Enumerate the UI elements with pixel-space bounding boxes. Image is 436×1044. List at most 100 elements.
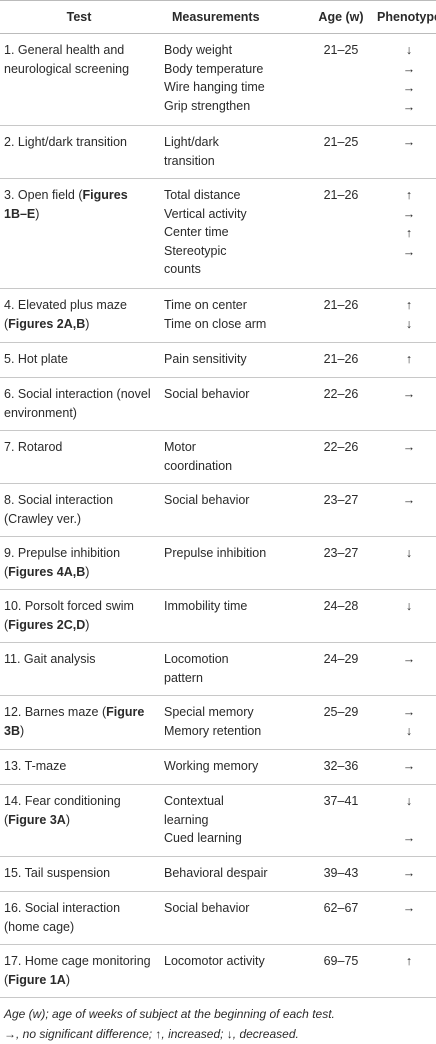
test-cell: 6. Social interaction (novel environment… (0, 377, 160, 431)
measurement: Cued learning (164, 831, 242, 845)
figure-ref: Figures 2C,D (8, 617, 86, 632)
measurements-cell: Prepulse inhibition (160, 536, 308, 590)
measurement: Body weight (164, 43, 233, 57)
age-cell: 39–43 (308, 856, 374, 892)
measurement: Time on center (164, 298, 247, 312)
note: →, no significant difference; ↑, increas… (4, 1027, 299, 1041)
phenotype-cell: ↓ → (374, 784, 436, 857)
measurements-cell: Contextual learning Cued learning (160, 784, 308, 857)
phenotype: ↓ (405, 724, 413, 738)
phenotype: → (402, 705, 416, 719)
measurements-cell: Time on center Time on close arm (160, 288, 308, 343)
phenotype-cell: → (374, 430, 436, 484)
column-header: Test (0, 0, 160, 34)
phenotype-cell: ↓ (374, 589, 436, 643)
table-row: 15. Tail suspension Behavioral despair 39–… (0, 856, 436, 892)
test-text: 15. Tail suspension (4, 866, 111, 880)
table-row: 7. Rotarod Motor coordination 22–26 → (0, 430, 436, 484)
measurement: Social behavior (164, 493, 250, 507)
note: Age (w); age of weeks of subject at the … (4, 1007, 335, 1021)
test-text: ) (85, 316, 90, 331)
table-head: Test Measurements Age (w) Phenotype (0, 0, 436, 34)
age-cell: 24–28 (308, 589, 374, 643)
test-cell: 4. Elevated plus maze (Figures 2A,B) (0, 288, 160, 343)
measurements-cell: Locomotor activity (160, 944, 308, 998)
phenotype: → (402, 759, 416, 773)
table-row: 3. Open field (Figures 1B–E) Total distan… (0, 178, 436, 289)
phenotype: ↓ (405, 43, 413, 57)
measurement: Locomotor activity (164, 954, 265, 968)
measurements-cell: Working memory (160, 749, 308, 785)
measurement: Total distance (164, 188, 241, 202)
phenotype-cell: → (374, 125, 436, 179)
test-cell: 13. T-maze (0, 749, 160, 785)
measurement-line: Motor (164, 440, 196, 454)
measurement-line: pattern (164, 670, 203, 685)
test-text: 7. Rotarod (4, 440, 63, 454)
measurements-cell: Behavioral despair (160, 856, 308, 892)
test-text: 1. General health and neurological scree… (4, 43, 130, 76)
measurement: Locomotion pattern (164, 650, 308, 687)
test-text: ) (19, 723, 25, 738)
measurements-cell: Immobility time (160, 589, 308, 643)
measurements-cell: Light/dark transition (160, 125, 308, 179)
table-row: 16. Social interaction (home cage) Social… (0, 891, 436, 945)
phenotype: ↑ (405, 352, 413, 366)
measurement-line: Stereotypic (164, 243, 227, 258)
test-text: ) (35, 206, 40, 221)
figure-ref: Figure 3A (8, 812, 66, 827)
phenotype: → (402, 652, 416, 666)
phenotype: → (402, 100, 416, 114)
test-text: ) (85, 617, 90, 632)
measurement: Prepulse inhibition (164, 546, 267, 560)
phenotype: → (402, 387, 416, 401)
measurement: Grip strengthen (164, 98, 251, 113)
measurement: Stereotypic counts (164, 242, 308, 279)
phenotype: → (402, 901, 416, 915)
phenotype: → (402, 440, 416, 454)
phenotype-cell: → ↓ (374, 695, 436, 750)
test-text: 9. Prepulse inhibition ( (4, 546, 121, 579)
measurement-line: Locomotion (164, 652, 229, 666)
age-cell: 23–27 (308, 536, 374, 590)
test-text: 17. Home cage monitoring ( (4, 954, 151, 987)
table-row: 4. Elevated plus maze (Figures 2A,B) Time… (0, 288, 436, 343)
test-cell: 9. Prepulse inhibition (Figures 4A,B) (0, 536, 160, 590)
test-cell: 8. Social interaction (Crawley ver.) (0, 483, 160, 537)
phenotype: ↑ (405, 188, 413, 202)
figure-ref: Figures 2A,B (8, 316, 86, 331)
column-header: Measurements (160, 0, 308, 34)
age-cell: 25–29 (308, 695, 374, 750)
measurement: Immobility time (164, 599, 248, 613)
column-header: Phenotype (374, 0, 436, 34)
column-header: Age (w) (308, 0, 374, 34)
age-cell: 21–25 (308, 33, 374, 126)
phenotype: ↓ (405, 546, 413, 560)
test-text: 8. Social interaction (Crawley ver.) (4, 493, 114, 526)
data-table: Test Measurements Age (w) Phenotype 1. G… (0, 0, 436, 998)
phenotype-cell: ↑ (374, 342, 436, 378)
test-cell: 3. Open field (Figures 1B–E) (0, 178, 160, 289)
test-text: ) (65, 972, 70, 987)
test-text: 14. Fear conditioning ( (4, 794, 121, 827)
phenotype-cell: → (374, 749, 436, 785)
measurement: Memory retention (164, 723, 262, 738)
phenotype-cell: → (374, 891, 436, 945)
test-text: ) (85, 564, 90, 579)
measurements-cell: Social behavior (160, 483, 308, 537)
age-cell: 23–27 (308, 483, 374, 537)
test-cell: 11. Gait analysis (0, 642, 160, 696)
measurement: Social behavior (164, 387, 250, 401)
table-notes: Age (w); age of weeks of subject at the … (0, 998, 436, 1044)
phenotype: → (402, 493, 416, 507)
test-text: 4. Elevated plus maze ( (4, 298, 127, 331)
measurement-line: transition (164, 153, 215, 168)
test-cell: 1. General health and neurological scree… (0, 33, 160, 126)
measurement: Time on close arm (164, 316, 267, 331)
phenotype-cell: ↑ (374, 944, 436, 998)
figure-ref: Figures 4A,B (8, 564, 86, 579)
measurement-line: Contextual (164, 794, 224, 808)
test-text: 5. Hot plate (4, 352, 68, 366)
phenotype-cell: ↓ (374, 536, 436, 590)
